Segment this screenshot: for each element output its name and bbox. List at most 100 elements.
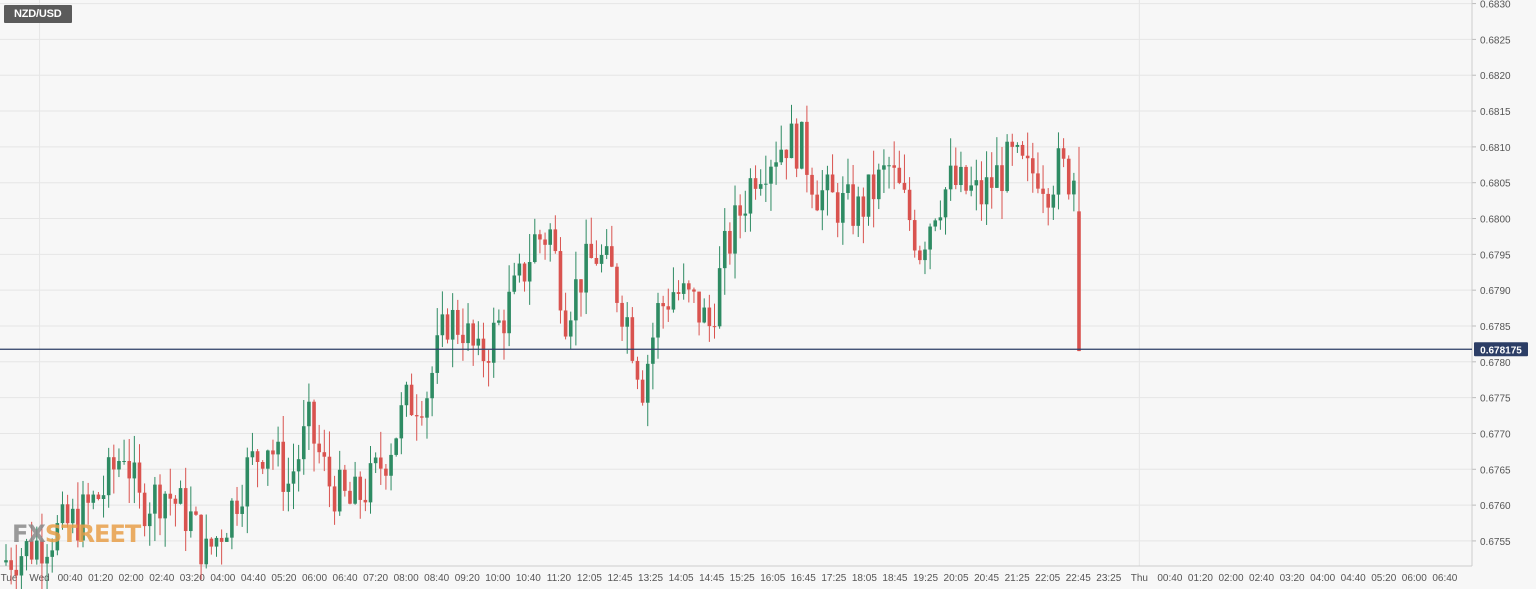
- candle-body: [255, 451, 260, 463]
- candle-body: [815, 194, 819, 211]
- candle-body: [409, 384, 414, 416]
- y-tick-label: 0.6765: [1480, 465, 1511, 476]
- x-tick-label: 04:00: [210, 573, 235, 584]
- candle-body: [851, 184, 855, 226]
- candle-body: [29, 541, 34, 560]
- candle-body: [938, 217, 943, 221]
- candle-body: [1010, 141, 1015, 147]
- candle-body: [979, 180, 984, 205]
- candle-body: [445, 314, 450, 340]
- candle-body: [55, 523, 60, 551]
- candle-body: [692, 289, 696, 292]
- candle-body: [558, 251, 563, 311]
- y-tick-label: 0.6805: [1480, 179, 1511, 190]
- candle-body: [4, 560, 8, 563]
- candle-body: [527, 262, 532, 282]
- y-tick-label: 0.6815: [1480, 107, 1511, 118]
- symbol-badge: NZD/USD: [4, 5, 72, 23]
- candle-body: [769, 166, 773, 184]
- x-tick-label: 06:00: [302, 573, 327, 584]
- candle-body: [943, 189, 948, 218]
- candle-body: [907, 189, 912, 221]
- candle-body: [794, 123, 799, 169]
- candle-body: [440, 314, 445, 336]
- x-tick-label: 20:45: [974, 573, 999, 584]
- candle-body: [158, 484, 162, 519]
- candle-body: [322, 452, 327, 457]
- candle-body: [805, 121, 809, 175]
- candle-body: [989, 177, 994, 188]
- candle-body: [645, 363, 650, 403]
- candle-body: [1005, 141, 1009, 192]
- candle-body: [373, 457, 378, 464]
- candle-body: [50, 550, 55, 557]
- candle-body: [153, 484, 157, 514]
- candle-body: [856, 196, 861, 226]
- candle-body: [414, 415, 419, 417]
- candle-body: [1025, 155, 1030, 159]
- candle-body: [348, 490, 352, 504]
- candle-body: [301, 426, 306, 460]
- candle-body: [353, 476, 357, 504]
- x-tick-label: 18:45: [882, 573, 907, 584]
- candle-body: [1046, 193, 1050, 208]
- candle-body: [132, 462, 137, 479]
- candle-body: [733, 205, 737, 254]
- x-tick-label: 23:25: [1096, 573, 1121, 584]
- candle-body: [717, 268, 722, 327]
- x-tick-label: 20:05: [944, 573, 969, 584]
- x-tick-label: 03:20: [180, 573, 205, 584]
- candle-body: [122, 460, 126, 462]
- candle-body: [404, 384, 409, 406]
- candle-body: [799, 121, 804, 169]
- candle-body: [461, 334, 465, 344]
- x-tick-label: 05:20: [1371, 573, 1396, 584]
- candle-body: [964, 166, 968, 191]
- candle-body: [538, 234, 542, 240]
- y-tick-label: 0.6800: [1480, 215, 1511, 226]
- candle-body: [40, 540, 44, 564]
- candle-body: [676, 292, 681, 294]
- candle-body: [656, 303, 660, 338]
- y-tick-label: 0.6810: [1480, 143, 1511, 154]
- candle-body: [892, 165, 896, 168]
- candle-body: [774, 162, 778, 167]
- x-tick-label: 16:45: [791, 573, 816, 584]
- y-tick-label: 0.6755: [1480, 537, 1511, 548]
- candle-body: [651, 337, 655, 364]
- x-tick-label: 02:00: [119, 573, 144, 584]
- candle-body: [738, 205, 742, 216]
- x-tick-label: 03:20: [1280, 573, 1305, 584]
- x-tick-label: 06:40: [333, 573, 358, 584]
- candle-body: [271, 450, 275, 455]
- candle-body: [337, 469, 342, 512]
- x-tick-label: 04:00: [1310, 573, 1335, 584]
- candle-body: [343, 469, 347, 491]
- y-tick-label: 0.6760: [1480, 501, 1511, 512]
- candle-body: [620, 302, 624, 327]
- candle-body: [9, 560, 13, 570]
- candle-body: [76, 508, 80, 541]
- candle-body: [882, 165, 886, 170]
- candle-body: [959, 166, 963, 186]
- candle-body: [214, 537, 219, 547]
- candle-body: [1077, 211, 1081, 352]
- candle-body: [1072, 180, 1076, 195]
- candle-body: [758, 184, 763, 189]
- candle-body: [389, 454, 393, 476]
- candle-body: [378, 457, 383, 469]
- candle-body: [481, 338, 486, 362]
- x-tick-label: 14:45: [699, 573, 724, 584]
- candle-body: [728, 230, 732, 254]
- candle-body: [245, 457, 250, 507]
- candle-body: [553, 229, 558, 252]
- candle-body: [24, 541, 29, 557]
- candle-body: [281, 441, 286, 492]
- candle-body: [789, 123, 794, 159]
- candle-body: [871, 174, 876, 200]
- candle-body: [101, 495, 106, 499]
- candle-body: [984, 177, 989, 205]
- candle-body: [65, 504, 70, 524]
- candle-body: [86, 494, 90, 503]
